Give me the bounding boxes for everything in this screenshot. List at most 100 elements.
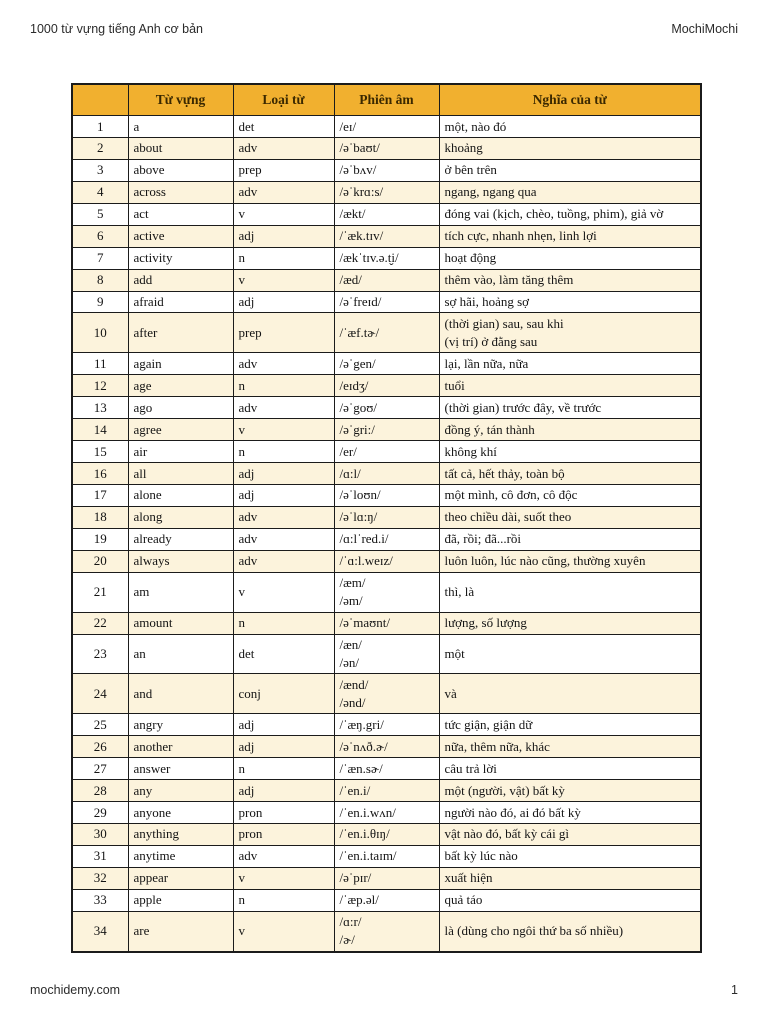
cell-word: ago [127,396,234,420]
cell-word: anyone [127,801,234,824]
cell-ipa: /æm/ /əm/ [333,571,440,613]
cell-no: 3 [71,158,129,182]
cell-no: 26 [71,735,129,759]
cell-word: always [127,549,234,573]
cell-pos: det [232,633,335,675]
table-row: 20 always adv/ˈɑ:l.weɪz/luôn luôn, lúc nào… [71,549,702,573]
cell-word: amount [127,611,234,635]
cell-meaning: xuất hiện [438,866,702,890]
cell-word: an [127,633,234,675]
cell-pos: n [232,888,335,912]
cell-meaning: vật nào đó, bất kỳ cái gì [438,822,702,846]
cell-word: angry [127,713,234,737]
cell-word: about [127,136,234,160]
table-row: 10 after prep/ˈæf.tɚ/(thời gian) sau, sau … [71,312,702,354]
cell-word: across [127,180,234,204]
cell-word: apple [127,888,234,912]
cell-pos: conj [232,673,335,715]
cell-no: 21 [71,571,129,613]
cell-pos: v [232,202,335,226]
cell-meaning: thì, là [438,571,702,613]
cell-ipa: /əˈlɑ:ŋ/ [333,505,440,529]
cell-word: air [127,440,234,463]
table-row: 1 a det/eɪ/một, nào đó [71,115,702,138]
table-row: 32 appear v/əˈpɪr/xuất hiện [71,866,702,890]
cell-pos: det [232,115,335,138]
cell-no: 24 [71,673,129,715]
cell-pos: adv [232,844,335,868]
table-row: 19 already adv/ɑ:lˈred.i/đã, rồi; đã...rồi [71,527,702,551]
cell-ipa: /əˈkrɑ:s/ [333,180,440,204]
cell-word: after [127,312,234,354]
table-row: 7 activity n/ækˈtɪv.ə.t̬i/hoạt động [71,246,702,270]
table-row: 2 about adv/əˈbaʊt/khoảng [71,136,702,160]
cell-ipa: /ˈæn.sɚ/ [333,757,440,781]
cell-word: another [127,735,234,759]
cell-no: 2 [71,136,129,160]
cell-meaning: là (dùng cho ngôi thứ ba số nhiều) [438,910,702,953]
cell-pos: adv [232,352,335,376]
cell-pos: adv [232,396,335,420]
cell-ipa: /əˈgen/ [333,352,440,376]
table-row: 28 any adj/ˈen.i/một (người, vật) bất kỳ [71,779,702,802]
cell-meaning: (thời gian) trước đây, về trước [438,396,702,420]
cell-word: above [127,158,234,182]
cell-no: 12 [71,374,129,398]
cell-pos: prep [232,158,335,182]
table-row: 33 apple n/ˈæp.əl/quả táo [71,888,702,912]
cell-meaning: sợ hãi, hoảng sợ [438,290,702,314]
page-header: 1000 từ vựng tiếng Anh cơ bản MochiMochi [30,22,738,36]
cell-word: along [127,505,234,529]
cell-ipa: /əˈgri:/ [333,418,440,442]
cell-no: 25 [71,713,129,737]
document-title: 1000 từ vựng tiếng Anh cơ bản [30,22,203,36]
cell-word: add [127,268,234,292]
cell-no: 1 [71,115,129,138]
cell-word: am [127,571,234,613]
col-header-meaning: Nghĩa của từ [438,83,702,116]
vocab-table-body: 1 a det/eɪ/một, nào đó 2 about adv/əˈbaʊt/kho… [71,115,702,953]
cell-ipa: /ɑ:l/ [333,462,440,485]
cell-ipa: /ænd/ /ənd/ [333,673,440,715]
table-row: 16 all adj/ɑ:l/tất cả, hết thảy, toàn bộ [71,462,702,485]
cell-ipa: /əˈfreɪd/ [333,290,440,314]
cell-word: active [127,224,234,248]
cell-pos: v [232,910,335,953]
cell-no: 34 [71,910,129,953]
cell-meaning: hoạt động [438,246,702,270]
cell-ipa: /æd/ [333,268,440,292]
table-row: 29 anyone pron/ˈen.i.wʌn/người nào đó, ai … [71,801,702,824]
cell-ipa: /ɑ:lˈred.i/ [333,527,440,551]
cell-meaning: tuổi [438,374,702,398]
table-row: 13 ago adv/əˈgoʊ/(thời gian) trước đây, về… [71,396,702,420]
cell-word: again [127,352,234,376]
table-row: 23 an det/æn/ /ən/một [71,633,702,675]
cell-word: age [127,374,234,398]
cell-ipa: /ækt/ [333,202,440,226]
cell-ipa: /əˈnʌð.ɚ/ [333,735,440,759]
cell-ipa: /əˈpɪr/ [333,866,440,890]
cell-word: any [127,779,234,802]
table-row: 14 agree v/əˈgri:/đồng ý, tán thành [71,418,702,442]
cell-pos: pron [232,801,335,824]
cell-no: 18 [71,505,129,529]
cell-meaning: ngang, ngang qua [438,180,702,204]
footer-website: mochidemy.com [30,983,121,997]
cell-meaning: tất cả, hết thảy, toàn bộ [438,462,702,485]
cell-word: activity [127,246,234,270]
cell-meaning: không khí [438,440,702,463]
cell-meaning: tích cực, nhanh nhẹn, linh lợi [438,224,702,248]
cell-word: act [127,202,234,226]
cell-no: 15 [71,440,129,463]
cell-pos: adj [232,779,335,802]
cell-no: 8 [71,268,129,292]
cell-meaning: đồng ý, tán thành [438,418,702,442]
cell-meaning: đóng vai (kịch, chèo, tuồng, phim), giả … [438,202,702,226]
cell-meaning: (thời gian) sau, sau khi (vị trí) ở đằng… [438,312,702,354]
cell-ipa: /ˈɑ:l.weɪz/ [333,549,440,573]
table-row: 5 act v/ækt/đóng vai (kịch, chèo, tuồng, p… [71,202,702,226]
cell-ipa: /ˈen.i/ [333,779,440,802]
cell-no: 10 [71,312,129,354]
cell-pos: v [232,418,335,442]
